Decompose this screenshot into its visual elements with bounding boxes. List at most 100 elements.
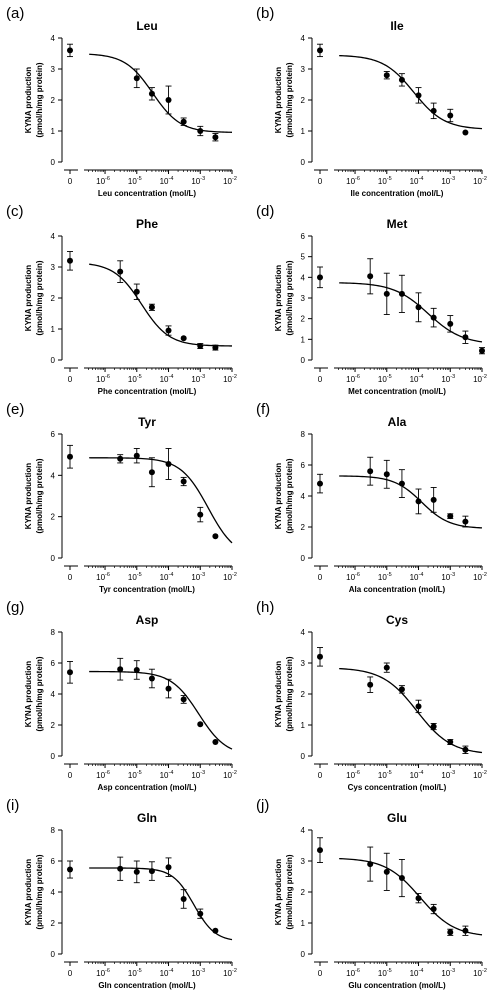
x-tick-label: 10-2 [473, 968, 487, 978]
data-point [212, 739, 219, 746]
data-point [462, 927, 469, 934]
chart-panel: (j) Glu 0 1 2 3 4 KYNA production (pmol/h/mg pro… [256, 797, 487, 990]
y-tick-label: 4 [301, 492, 306, 501]
data-point [180, 118, 187, 125]
x-tick-label: 10-5 [128, 572, 142, 582]
x-tick-label: 10-4 [160, 968, 174, 978]
y-tick-label: 0 [51, 950, 56, 959]
panel-label: (c) [6, 203, 24, 220]
y-axis-label: (pmol/h/mg protein) [285, 656, 294, 731]
data-point [133, 666, 140, 673]
x-tick-label: 10-6 [346, 572, 360, 582]
y-tick-label: 2 [301, 96, 306, 105]
control-point [317, 47, 323, 54]
y-tick-label: 3 [51, 263, 56, 272]
y-tick-label: 1 [301, 721, 306, 730]
data-point [383, 72, 390, 79]
y-tick-label: 4 [51, 471, 56, 480]
y-tick-label: 4 [301, 34, 306, 43]
y-axis-label: KYNA production [24, 67, 33, 133]
x-tick-label: 10-6 [96, 770, 110, 780]
chart-panel: (h) Cys 0 1 2 3 4 KYNA production (pmol/h/mg pro… [256, 599, 487, 792]
x-tick-label-zero: 0 [68, 969, 73, 978]
x-tick-label: 10-4 [160, 176, 174, 186]
data-point [212, 927, 219, 934]
chart-panel: (c) Phe 0 1 2 3 4 KYNA production (pmol/h/mg pro… [6, 203, 237, 396]
data-point [383, 471, 390, 478]
data-point [398, 480, 405, 487]
y-tick-label: 2 [51, 721, 56, 730]
x-tick-label: 10-6 [346, 374, 360, 384]
y-tick-label: 6 [51, 857, 56, 866]
data-point [398, 76, 405, 83]
data-point [133, 868, 140, 875]
data-point [197, 128, 204, 134]
data-point [197, 721, 204, 728]
y-tick-label: 0 [301, 752, 306, 761]
data-point [165, 864, 172, 871]
chart-title: Ile [390, 19, 404, 33]
x-tick-label: 10-6 [96, 374, 110, 384]
y-tick-label: 0 [51, 356, 56, 365]
y-axis-label: KYNA production [24, 859, 33, 925]
panel-label: (e) [6, 401, 24, 418]
data-point [180, 696, 187, 703]
data-point [447, 739, 454, 746]
y-tick-label: 3 [301, 294, 306, 303]
chart-title: Leu [136, 19, 157, 33]
y-tick-label: 1 [301, 919, 306, 928]
control-point [317, 847, 323, 854]
fit-curve [89, 867, 233, 941]
y-tick-label: 1 [51, 127, 56, 136]
x-tick-label-zero: 0 [318, 573, 323, 582]
x-tick-label: 10-4 [410, 176, 424, 186]
x-axis-label: Leu concentration (mol/L) [98, 189, 197, 198]
data-point [212, 134, 219, 141]
y-tick-label: 8 [51, 628, 56, 637]
data-point [117, 268, 124, 275]
y-axis-label: KYNA production [274, 859, 283, 925]
data-point [447, 112, 454, 119]
data-point [415, 895, 422, 902]
x-tick-label: 10-3 [441, 572, 455, 582]
y-tick-label: 3 [51, 65, 56, 74]
data-point [430, 906, 437, 913]
data-point [148, 868, 155, 875]
chart-title: Ala [388, 415, 407, 429]
control-point [67, 866, 73, 873]
y-tick-label: 1 [301, 335, 306, 344]
x-tick-label: 10-2 [223, 770, 237, 780]
chart-title: Gln [137, 811, 157, 825]
data-point [133, 452, 140, 459]
data-point [148, 469, 155, 476]
y-tick-label: 8 [301, 430, 306, 439]
x-tick-label: 10-2 [473, 176, 487, 186]
y-axis-label: KYNA production [24, 661, 33, 727]
data-point [398, 686, 405, 693]
data-point [383, 290, 390, 297]
data-point [165, 97, 172, 103]
x-tick-label: 10-5 [128, 374, 142, 384]
data-point [133, 288, 140, 295]
data-point [447, 929, 454, 936]
data-point [447, 320, 454, 327]
y-tick-label: 0 [301, 356, 306, 365]
x-axis-label: Ile concentration (mol/L) [351, 189, 444, 198]
data-point [197, 511, 204, 518]
control-point [67, 453, 73, 460]
y-tick-label: 6 [301, 461, 306, 470]
x-tick-label: 10-3 [441, 176, 455, 186]
x-tick-label: 10-5 [128, 770, 142, 780]
x-tick-label: 10-3 [191, 968, 205, 978]
x-tick-label: 10-3 [191, 176, 205, 186]
data-point [148, 675, 155, 682]
data-point [367, 273, 374, 280]
panel-label: (j) [256, 797, 269, 814]
y-tick-label: 2 [301, 690, 306, 699]
y-tick-label: 2 [301, 888, 306, 897]
x-tick-label: 10-2 [473, 770, 487, 780]
y-axis-label: (pmol/h/mg protein) [35, 62, 44, 137]
x-tick-label: 10-6 [346, 176, 360, 186]
x-tick-label: 10-5 [128, 176, 142, 186]
y-tick-label: 3 [301, 659, 306, 668]
